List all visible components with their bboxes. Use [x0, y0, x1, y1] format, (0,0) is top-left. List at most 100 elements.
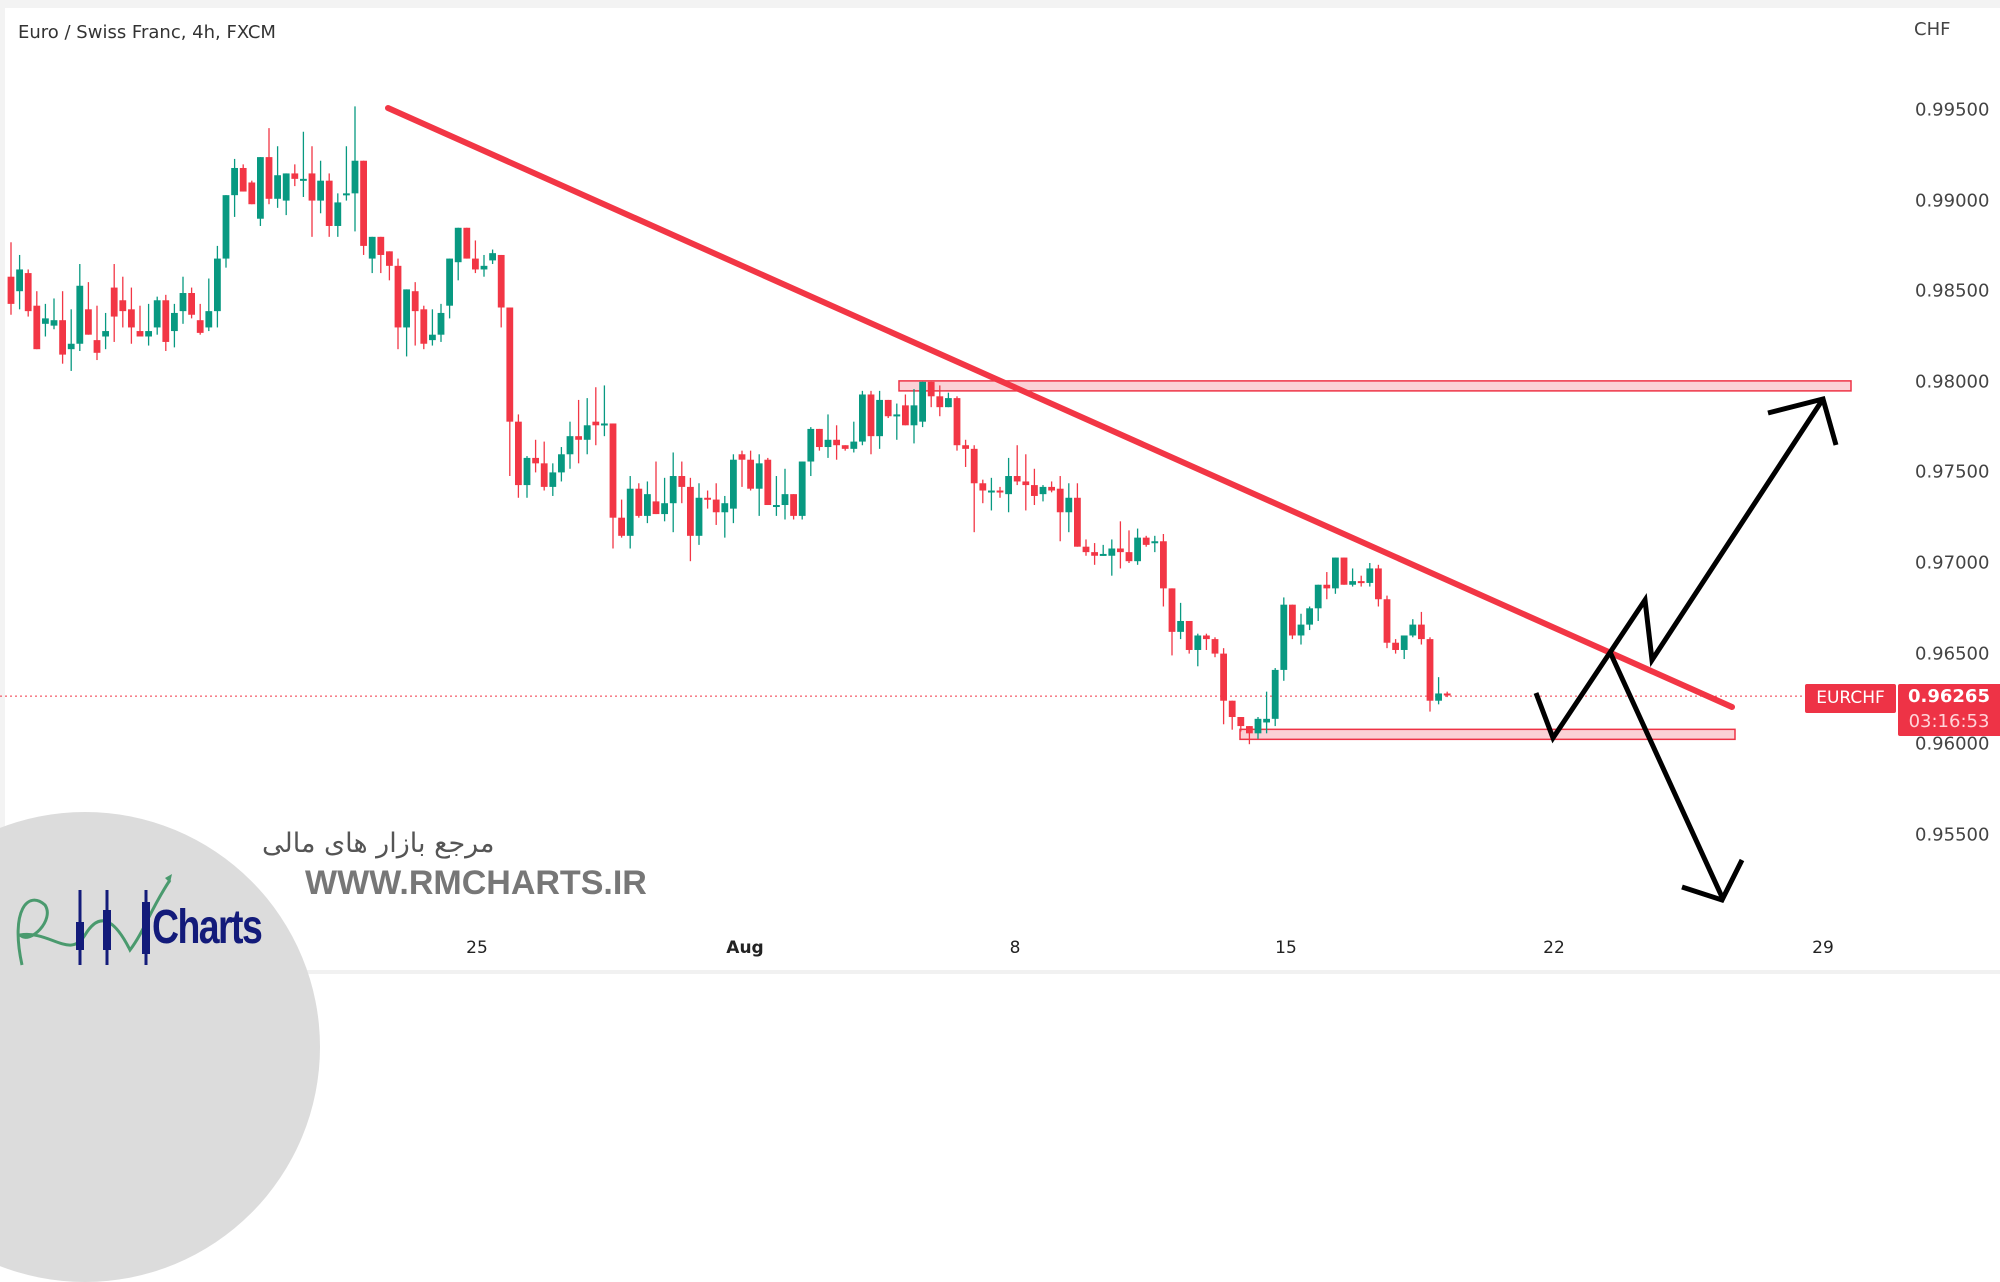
price-tick: 0.99000: [1915, 190, 1990, 212]
candle: [1314, 584, 1322, 609]
price-chart-canvas[interactable]: [0, 0, 2000, 1000]
candle: [1151, 541, 1159, 544]
candle: [42, 318, 49, 324]
candle: [1289, 604, 1296, 636]
candle: [1013, 476, 1021, 482]
candle: [1263, 718, 1270, 723]
candle: [1297, 624, 1305, 636]
candle: [1366, 568, 1374, 583]
candle: [893, 414, 901, 417]
candle: [1426, 639, 1434, 701]
candle: [1418, 624, 1425, 640]
candle: [1039, 486, 1047, 495]
trendline[interactable]: [385, 105, 1735, 710]
candle: [841, 445, 849, 449]
candle: [196, 320, 204, 333]
candle: [317, 180, 324, 201]
candle: [523, 457, 531, 486]
candle: [222, 195, 230, 259]
watermark-url: WWW.RMCHARTS.IR: [305, 864, 647, 902]
price-tick: 0.96000: [1915, 733, 1990, 755]
candle: [936, 396, 944, 408]
time-tick: 15: [1275, 938, 1297, 958]
candle: [1375, 568, 1382, 600]
candle: [1142, 537, 1150, 545]
candle: [76, 285, 84, 344]
last-price-value: 0.96265: [1908, 686, 1990, 707]
candle: [919, 381, 926, 422]
candle: [695, 497, 703, 536]
price-tick: 0.97500: [1915, 461, 1990, 483]
candle: [1246, 726, 1253, 734]
candle: [953, 398, 961, 446]
support-zone[interactable]: [1239, 728, 1736, 741]
candle: [566, 436, 574, 455]
candle: [540, 463, 548, 487]
candle: [730, 459, 737, 509]
candle: [781, 494, 789, 506]
candle: [308, 173, 316, 201]
candle: [1254, 718, 1262, 734]
candle: [704, 497, 711, 500]
candle: [420, 309, 428, 344]
candle: [902, 405, 909, 426]
candle: [1160, 541, 1167, 589]
candle: [626, 488, 634, 536]
candle: [532, 457, 539, 464]
bullish-projection-arrow[interactable]: [1533, 397, 1826, 744]
candle: [661, 503, 668, 515]
candle: [1443, 693, 1451, 696]
candle: [1400, 635, 1408, 650]
candle: [1031, 485, 1038, 496]
price-tick: 0.95500: [1915, 824, 1990, 846]
candle: [798, 461, 806, 516]
bearish-projection-arrow[interactable]: [1607, 650, 1725, 899]
price-tick: 0.96500: [1915, 643, 1990, 665]
candle: [214, 258, 221, 312]
candle: [1383, 599, 1391, 643]
candle: [1177, 620, 1184, 632]
candle: [1005, 476, 1012, 495]
candle: [343, 193, 350, 196]
candle: [274, 175, 281, 199]
candle: [239, 167, 247, 192]
candle: [764, 459, 772, 506]
chart-title: Euro / Swiss Franc, 4h, FXCM: [18, 22, 276, 43]
candle: [351, 160, 359, 194]
candle: [386, 251, 393, 266]
top-border: [0, 0, 2000, 8]
candle: [575, 436, 582, 440]
candle: [205, 311, 213, 328]
price-tick: 0.99500: [1915, 99, 1990, 121]
candle: [910, 405, 918, 426]
candle: [437, 312, 445, 335]
candle: [489, 253, 496, 261]
candle: [1237, 717, 1245, 727]
candle: [248, 182, 256, 205]
candle: [1065, 497, 1073, 513]
candle: [1392, 642, 1399, 650]
candle: [1082, 546, 1090, 553]
candle: [179, 293, 187, 312]
time-tick: Aug: [726, 938, 764, 958]
candle: [721, 503, 729, 513]
candle: [1203, 635, 1210, 640]
candle: [1435, 693, 1442, 701]
candle: [1099, 553, 1107, 556]
time-tick: 25: [466, 938, 488, 958]
candle: [945, 398, 952, 408]
candle: [1194, 635, 1202, 650]
watermark-persian: مرجع بازار های مالی: [262, 828, 495, 859]
left-border: [0, 8, 5, 968]
candle: [609, 423, 617, 518]
candle: [738, 454, 746, 460]
candle: [153, 300, 161, 328]
candle: [334, 202, 342, 226]
candle: [472, 258, 479, 270]
resistance-zone[interactable]: [898, 380, 1852, 392]
candle: [859, 394, 866, 442]
candle: [1409, 624, 1417, 636]
candle: [592, 421, 600, 426]
candle: [231, 167, 238, 196]
